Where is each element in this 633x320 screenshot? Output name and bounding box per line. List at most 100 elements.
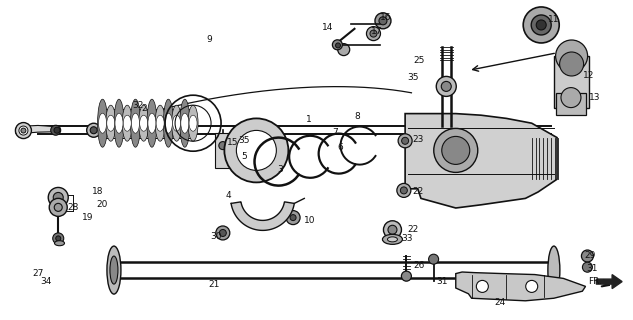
Circle shape [21, 128, 26, 133]
Text: 11: 11 [548, 15, 560, 24]
Circle shape [384, 221, 401, 239]
Ellipse shape [115, 113, 123, 133]
Text: 22: 22 [412, 188, 423, 196]
Circle shape [224, 118, 289, 182]
Ellipse shape [188, 105, 198, 141]
Circle shape [367, 27, 380, 41]
Circle shape [401, 271, 411, 281]
Text: 26: 26 [413, 261, 425, 270]
Circle shape [442, 136, 470, 164]
Circle shape [54, 127, 60, 133]
Text: 22: 22 [407, 225, 418, 234]
Bar [556, 93, 586, 115]
Text: 27: 27 [32, 269, 44, 278]
Ellipse shape [181, 113, 189, 133]
Ellipse shape [189, 115, 197, 131]
Circle shape [19, 126, 28, 135]
Circle shape [286, 211, 300, 225]
Ellipse shape [139, 105, 149, 141]
Text: 29: 29 [584, 252, 596, 260]
Ellipse shape [382, 234, 403, 244]
Text: 24: 24 [494, 298, 506, 307]
Polygon shape [231, 202, 294, 230]
Circle shape [379, 17, 387, 25]
Circle shape [582, 262, 592, 272]
Ellipse shape [54, 241, 65, 246]
Circle shape [388, 225, 397, 234]
FancyArrow shape [596, 275, 622, 289]
Ellipse shape [99, 113, 106, 133]
Circle shape [429, 254, 439, 264]
Ellipse shape [140, 115, 147, 131]
Ellipse shape [107, 246, 121, 294]
Text: 14: 14 [322, 23, 334, 32]
Ellipse shape [147, 99, 157, 147]
Circle shape [561, 88, 581, 108]
Text: 25: 25 [413, 56, 425, 65]
Text: 10: 10 [304, 216, 316, 225]
Text: 31: 31 [436, 277, 448, 286]
Ellipse shape [130, 99, 141, 147]
Text: 18: 18 [92, 188, 104, 196]
Circle shape [536, 20, 546, 30]
Text: 17: 17 [371, 28, 382, 36]
Text: 9: 9 [206, 36, 212, 44]
Text: 28: 28 [67, 203, 78, 212]
Text: 1: 1 [306, 116, 312, 124]
Ellipse shape [132, 113, 139, 133]
Text: 2: 2 [142, 104, 147, 113]
Circle shape [87, 123, 101, 137]
Ellipse shape [106, 105, 116, 141]
Ellipse shape [172, 105, 182, 141]
Text: 33: 33 [401, 234, 413, 243]
Circle shape [53, 233, 64, 244]
Text: 15: 15 [227, 138, 239, 147]
Circle shape [56, 236, 61, 241]
Circle shape [48, 188, 68, 207]
Circle shape [236, 130, 277, 170]
Circle shape [582, 250, 593, 262]
Ellipse shape [163, 99, 173, 147]
Text: FR.: FR. [588, 277, 602, 286]
Bar [554, 56, 589, 108]
Text: 34: 34 [40, 277, 51, 286]
Circle shape [441, 81, 451, 92]
Circle shape [219, 141, 227, 150]
Circle shape [434, 128, 478, 172]
Circle shape [560, 52, 584, 76]
Ellipse shape [114, 99, 124, 147]
Circle shape [15, 123, 32, 139]
Ellipse shape [387, 237, 398, 242]
Ellipse shape [180, 99, 190, 147]
Bar [215, 133, 231, 168]
Circle shape [216, 226, 230, 240]
Ellipse shape [148, 113, 156, 133]
Circle shape [338, 44, 349, 56]
Text: 35: 35 [407, 73, 418, 82]
Circle shape [332, 40, 342, 50]
Text: 19: 19 [82, 213, 93, 222]
Polygon shape [405, 114, 557, 208]
Ellipse shape [123, 115, 131, 131]
Text: 23: 23 [412, 135, 423, 144]
Circle shape [523, 7, 559, 43]
Text: 31: 31 [586, 264, 598, 273]
Text: 20: 20 [97, 200, 108, 209]
Circle shape [219, 229, 227, 236]
Text: 35: 35 [238, 136, 249, 145]
Circle shape [526, 280, 537, 292]
Text: 7: 7 [332, 128, 339, 137]
Circle shape [531, 15, 551, 35]
Text: 12: 12 [583, 71, 594, 80]
Circle shape [51, 125, 61, 135]
Text: 8: 8 [354, 112, 361, 121]
Text: 4: 4 [225, 191, 230, 200]
Circle shape [436, 76, 456, 96]
Ellipse shape [107, 115, 115, 131]
Text: 30: 30 [211, 232, 222, 241]
Circle shape [335, 43, 341, 48]
Circle shape [54, 204, 62, 212]
Circle shape [398, 134, 412, 148]
Circle shape [90, 127, 97, 134]
Ellipse shape [122, 105, 132, 141]
